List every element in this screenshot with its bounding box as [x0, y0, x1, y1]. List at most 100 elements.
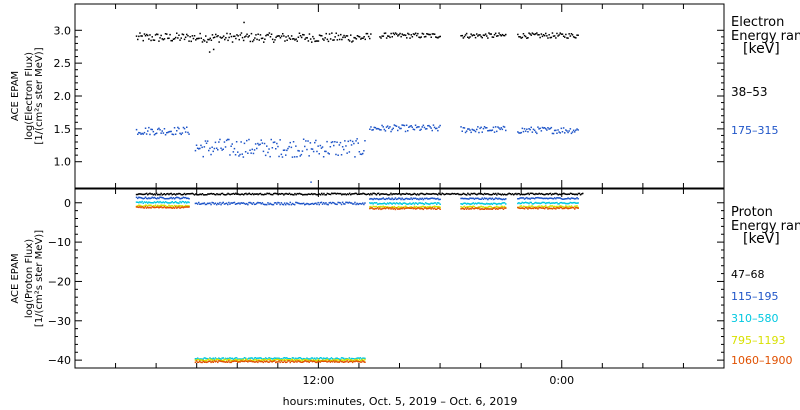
data-point-proton-2 — [359, 357, 362, 359]
data-point-proton-1 — [535, 197, 537, 199]
data-point-proton-3 — [358, 358, 361, 361]
data-point-proton-1 — [427, 198, 429, 200]
data-point-electron-0 — [567, 37, 569, 39]
data-point-electron-0 — [468, 37, 470, 39]
data-point-proton-0 — [569, 192, 572, 195]
data-point-proton-0 — [196, 193, 198, 196]
data-point-proton-1 — [547, 198, 549, 200]
data-point-proton-2 — [320, 357, 323, 359]
data-point-proton-0 — [183, 192, 186, 195]
data-point-electron-1 — [356, 138, 358, 140]
data-point-electron-0 — [266, 33, 268, 36]
data-point-proton-0 — [347, 193, 350, 196]
data-point-proton-4 — [166, 207, 168, 209]
data-point-electron-0 — [491, 36, 494, 38]
data-point-proton-1 — [205, 203, 208, 206]
data-point-proton-0 — [216, 193, 218, 195]
data-point-proton-2 — [350, 357, 353, 360]
data-point-electron-0 — [154, 34, 157, 36]
data-point-electron-0 — [422, 33, 425, 35]
data-point-electron-1 — [285, 154, 287, 156]
data-point-proton-3 — [422, 205, 425, 208]
data-point-proton-1 — [289, 201, 291, 204]
data-point-electron-1 — [228, 138, 230, 141]
data-point-proton-0 — [556, 193, 558, 195]
data-point-proton-1 — [301, 202, 304, 205]
data-point-electron-1 — [517, 131, 519, 133]
data-point-proton-1 — [282, 203, 285, 206]
data-point-proton-3 — [285, 359, 287, 362]
data-point-electron-0 — [172, 38, 175, 40]
data-point-electron-1 — [240, 141, 242, 143]
data-point-proton-1 — [524, 197, 527, 200]
data-point-proton-3 — [138, 204, 140, 206]
data-point-proton-2 — [571, 202, 574, 204]
data-point-proton-0 — [376, 192, 379, 195]
data-point-proton-2 — [344, 358, 346, 361]
data-point-electron-0 — [159, 37, 161, 39]
data-point-electron-1 — [222, 148, 224, 150]
data-point-proton-0 — [560, 193, 563, 195]
data-point-proton-1 — [320, 201, 323, 204]
data-point-proton-2 — [148, 201, 150, 203]
data-point-proton-3 — [154, 204, 157, 206]
data-point-electron-1 — [434, 127, 437, 130]
data-point-proton-2 — [482, 203, 485, 205]
data-point-proton-4 — [201, 361, 203, 364]
data-point-proton-4 — [302, 361, 305, 363]
data-point-electron-1 — [154, 133, 157, 135]
data-point-proton-3 — [401, 206, 403, 209]
data-point-proton-0 — [184, 193, 187, 196]
data-point-proton-0 — [154, 194, 157, 196]
data-point-electron-0 — [247, 36, 249, 38]
data-point-electron-1 — [536, 132, 538, 135]
data-point-electron-1 — [404, 130, 407, 133]
data-point-proton-3 — [415, 206, 418, 208]
data-point-proton-4 — [531, 207, 534, 209]
data-point-electron-1 — [257, 142, 259, 145]
data-point-electron-1 — [273, 141, 276, 143]
data-point-proton-4 — [317, 360, 319, 363]
data-point-proton-3 — [565, 205, 567, 207]
data-point-proton-3 — [551, 205, 554, 207]
data-point-proton-3 — [304, 358, 306, 361]
data-point-proton-4 — [535, 207, 537, 210]
data-point-proton-0 — [305, 193, 307, 196]
data-point-electron-1 — [304, 145, 306, 148]
data-point-electron-0 — [285, 36, 287, 38]
data-point-proton-2 — [465, 203, 468, 205]
data-point-proton-3 — [439, 206, 441, 209]
data-point-proton-1 — [331, 201, 334, 204]
data-point-electron-1 — [203, 146, 206, 148]
data-point-electron-1 — [403, 124, 406, 127]
data-point-proton-2 — [281, 358, 284, 360]
data-point-electron-0 — [256, 38, 258, 41]
data-point-electron-1 — [369, 128, 371, 130]
data-point-proton-1 — [528, 197, 530, 200]
data-point-proton-3 — [182, 205, 185, 208]
data-point-proton-2 — [553, 202, 556, 204]
data-point-electron-0 — [564, 36, 566, 38]
data-point-proton-2 — [296, 358, 298, 360]
data-point-electron-0 — [523, 34, 526, 37]
data-point-proton-0 — [575, 193, 577, 195]
data-point-proton-3 — [503, 205, 506, 208]
data-point-electron-1 — [539, 127, 541, 130]
data-point-proton-2 — [362, 357, 364, 359]
data-point-proton-4 — [282, 361, 285, 363]
data-point-electron-1 — [547, 127, 549, 129]
data-point-proton-1 — [561, 198, 564, 200]
data-point-proton-2 — [271, 358, 274, 360]
data-point-electron-1 — [562, 127, 565, 129]
data-point-proton-2 — [169, 202, 171, 204]
data-point-proton-4 — [536, 207, 538, 209]
data-point-electron-1 — [267, 151, 269, 154]
data-point-proton-4 — [137, 206, 139, 208]
data-point-proton-1 — [212, 202, 214, 204]
data-point-proton-3 — [177, 205, 179, 208]
data-point-proton-1 — [369, 198, 371, 200]
data-point-electron-1 — [375, 128, 378, 130]
data-point-proton-0 — [373, 192, 375, 195]
data-point-proton-1 — [558, 197, 560, 199]
data-point-electron-1 — [540, 130, 543, 132]
